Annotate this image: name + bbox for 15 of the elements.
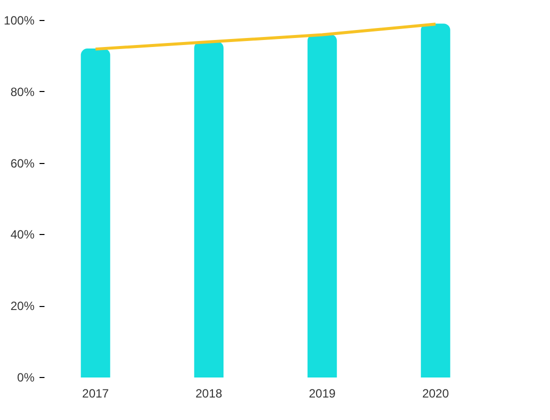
y-tick-label: 100% <box>4 14 35 28</box>
bar <box>308 34 337 378</box>
y-tick-label: 80% <box>10 84 35 99</box>
bar <box>80 48 110 378</box>
y-tick-label: 60% <box>10 156 35 170</box>
x-tick-label: 2019 <box>308 386 336 400</box>
x-tick-label: 2020 <box>422 386 450 400</box>
bar <box>420 24 450 378</box>
x-tick-label: 2018 <box>196 386 223 400</box>
y-tick-label: 20% <box>10 299 35 314</box>
bar <box>194 41 224 378</box>
y-tick-label: 40% <box>10 228 35 242</box>
x-tick-label: 2017 <box>82 386 110 400</box>
line-series <box>94 22 438 51</box>
y-tick-label: 0% <box>17 370 35 384</box>
